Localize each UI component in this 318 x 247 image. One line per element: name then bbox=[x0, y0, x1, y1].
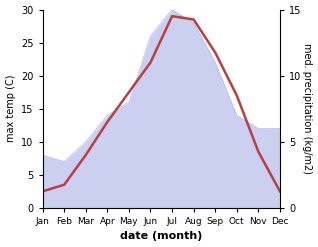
Y-axis label: max temp (C): max temp (C) bbox=[5, 75, 16, 143]
X-axis label: date (month): date (month) bbox=[120, 231, 203, 242]
Y-axis label: med. precipitation (kg/m2): med. precipitation (kg/m2) bbox=[302, 43, 313, 174]
